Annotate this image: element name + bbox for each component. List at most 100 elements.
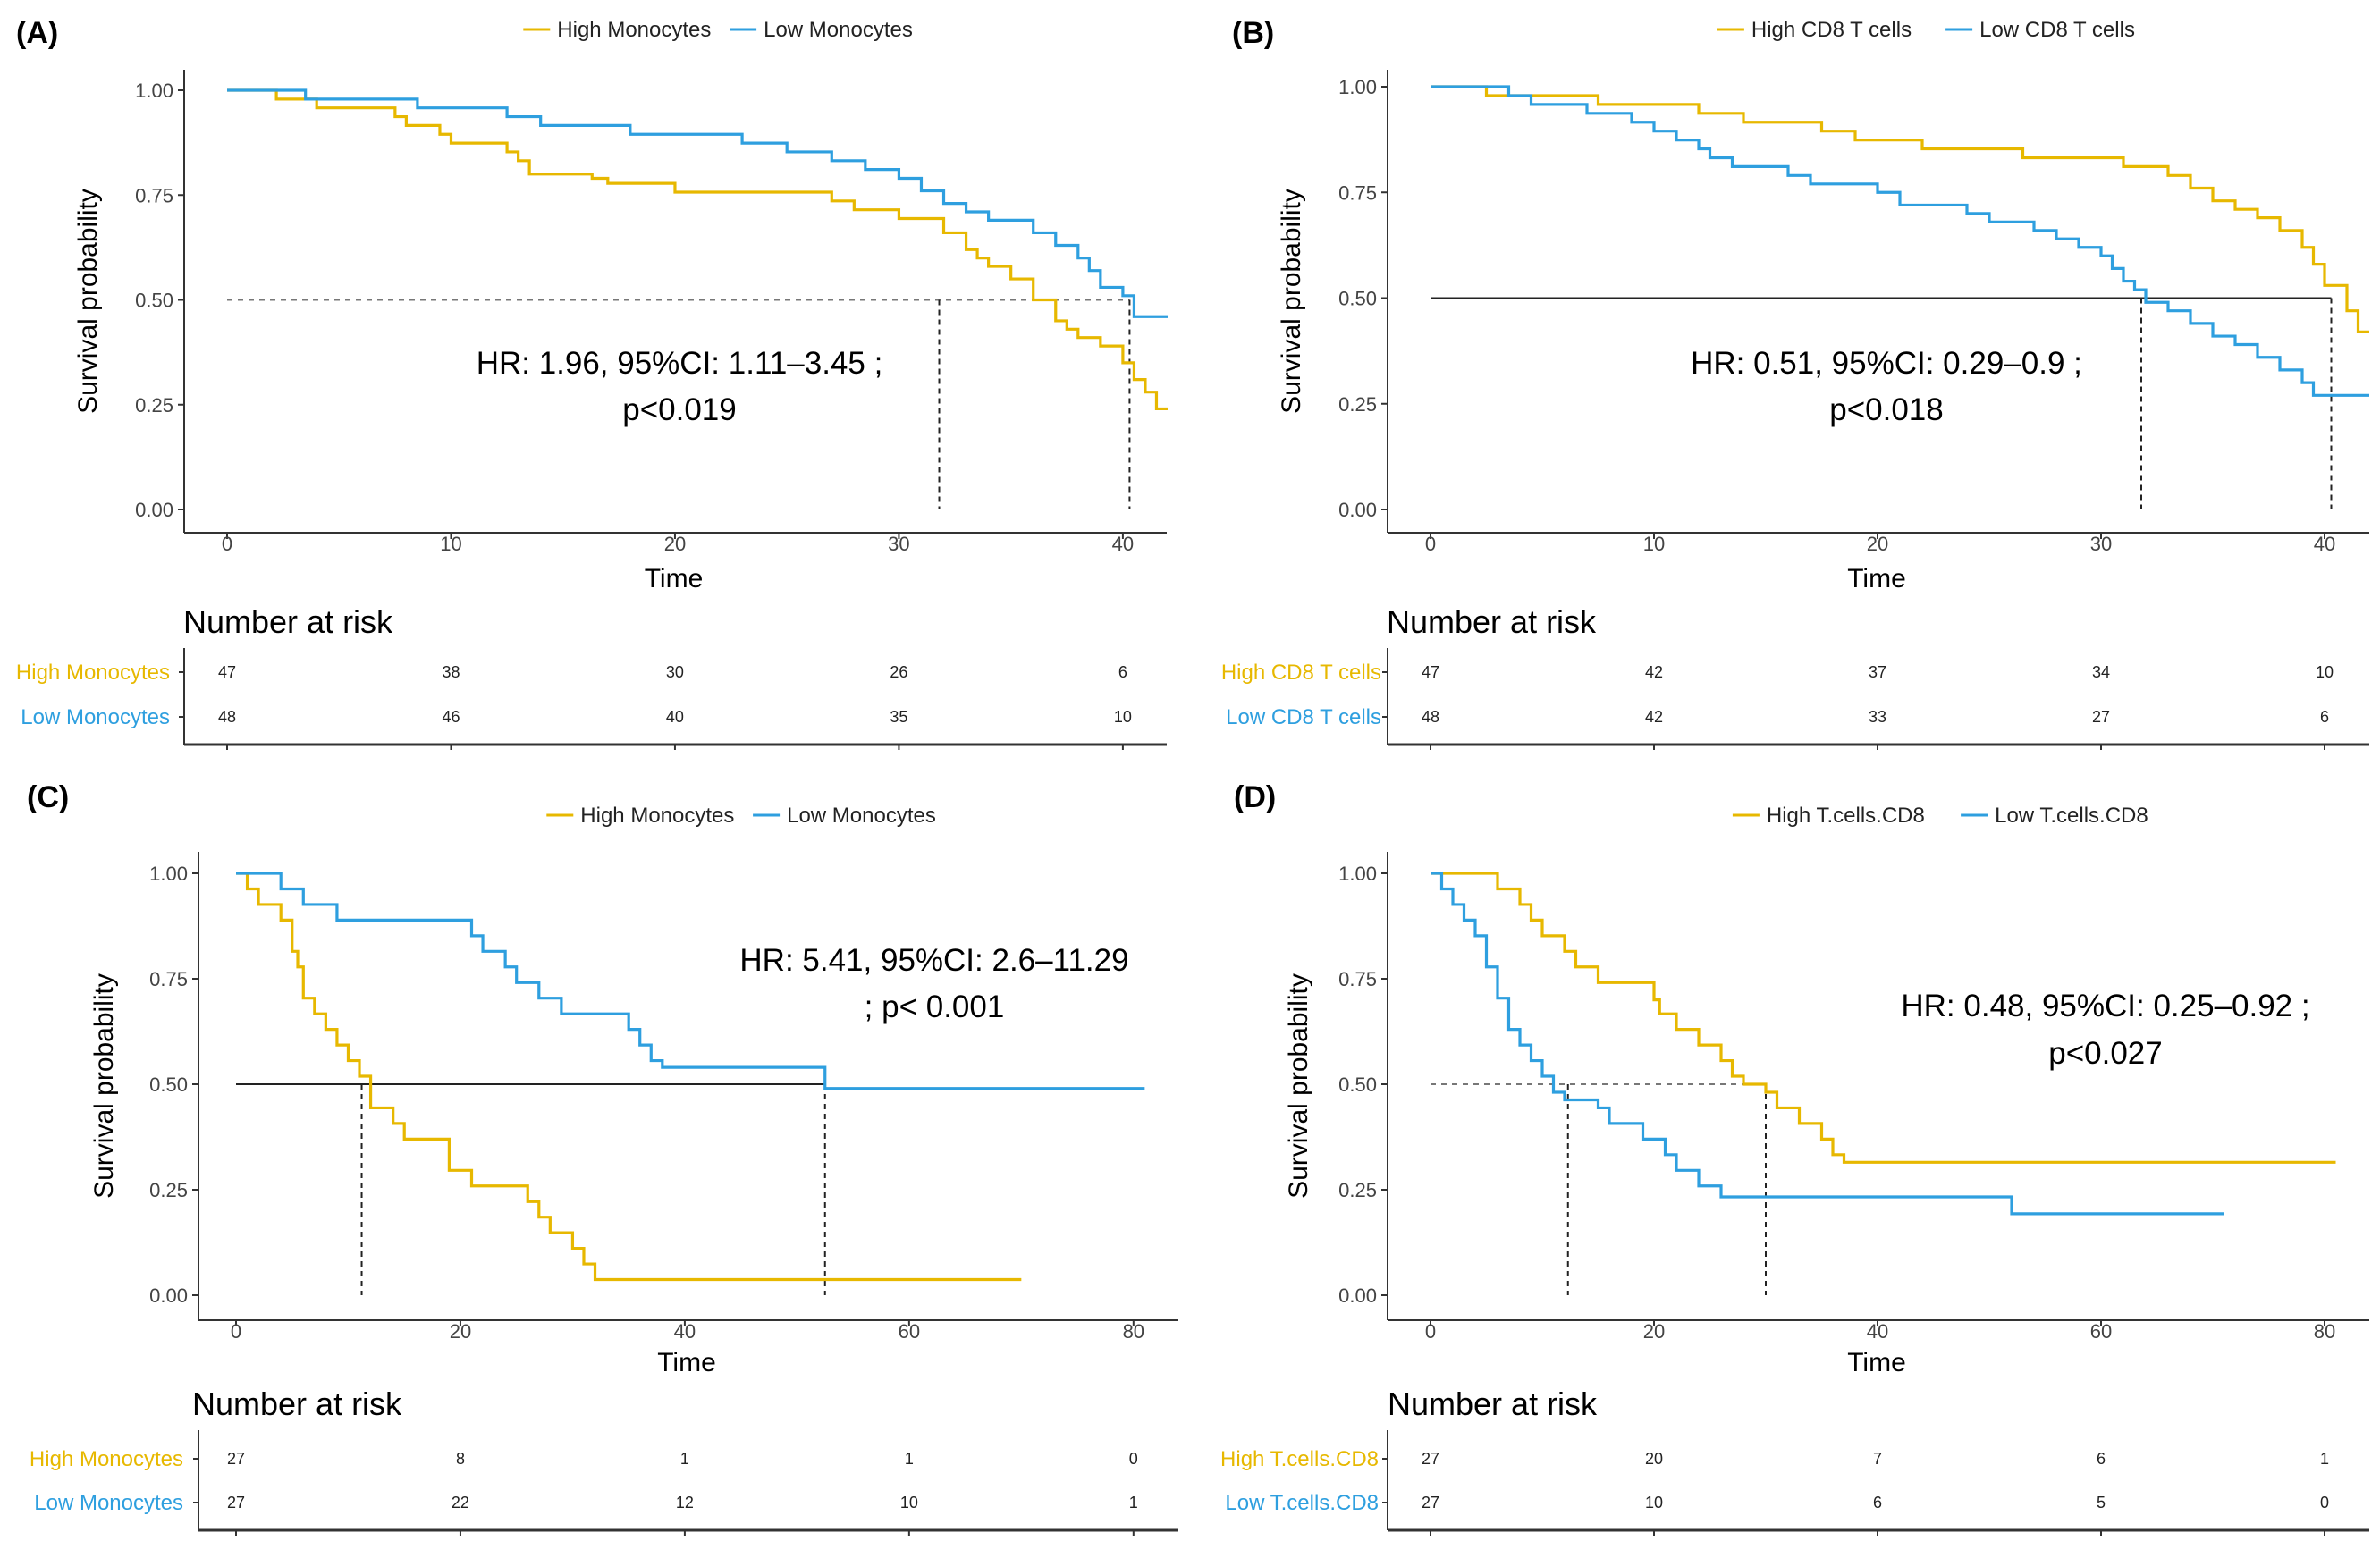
risk-value: 6: [1873, 1494, 1882, 1512]
legend: High Monocytes Low Monocytes: [546, 804, 936, 828]
y-tick-label: 0.00: [1338, 499, 1377, 521]
y-tick-label: 0.25: [1338, 393, 1377, 416]
risk-value: 5: [2097, 1494, 2106, 1512]
km-curve-high: [227, 88, 1168, 411]
legend: High Monocytes Low Monocytes: [523, 18, 913, 42]
legend-label-low: Low Monocytes: [787, 804, 936, 828]
legend: High T.cells.CD8 Low T.cells.CD8: [1732, 804, 2148, 828]
legend-label-high: High Monocytes: [580, 804, 734, 828]
risk-value: 37: [1869, 663, 1886, 681]
y-tick-label: 0.75: [1338, 181, 1377, 204]
y-tick-label: 0.75: [149, 968, 188, 990]
y-tick-label: 1.00: [1338, 863, 1377, 885]
y-tick-label: 0.00: [135, 499, 173, 521]
risk-value: 27: [1422, 1450, 1439, 1468]
risk-table-title: Number at risk: [1388, 1385, 1598, 1422]
km-curve-low: [227, 88, 1168, 318]
hr-text-line1: HR: 0.51, 95%CI: 0.29–0.9 ;: [1691, 346, 2082, 381]
legend-label-high: High CD8 T cells: [1751, 18, 1912, 42]
km-panel-3: (C) High Monocytes Low Monocytes 0.00 0.25 0.…: [27, 780, 1178, 1536]
x-tick-label: 40: [674, 1320, 696, 1343]
risk-value: 30: [666, 663, 684, 681]
km-curve-high: [236, 872, 1022, 1282]
x-tick-label: 40: [1867, 1320, 1888, 1343]
risk-value: 35: [890, 708, 907, 726]
risk-value: 1: [905, 1450, 914, 1468]
panel-label: (B): [1232, 16, 1274, 50]
panel-label: (A): [16, 16, 58, 50]
y-tick-label: 0.50: [1338, 1074, 1377, 1096]
y-tick-label: 0.50: [135, 290, 173, 312]
y-tick-label: 0.25: [1338, 1179, 1377, 1201]
risk-value: 27: [227, 1450, 245, 1468]
x-axis-title: Time: [1847, 1348, 1906, 1377]
x-tick-label: 20: [1867, 533, 1888, 555]
y-tick-label: 1.00: [1338, 76, 1377, 98]
x-tick-label: 0: [231, 1320, 241, 1343]
y-tick-label: 0.75: [135, 184, 173, 206]
y-axis-title: Survival probability: [1284, 973, 1313, 1199]
x-tick-label: 30: [888, 533, 909, 555]
legend-label-high: High Monocytes: [557, 18, 711, 42]
risk-value: 8: [456, 1450, 465, 1468]
km-panel-2: (B) High CD8 T cells Low CD8 T cells 0.00 0.…: [1221, 16, 2369, 750]
x-tick-label: 40: [1112, 533, 1134, 555]
risk-row-label-low: Low Monocytes: [21, 705, 170, 729]
km-curve-high: [1431, 872, 2336, 1164]
risk-value: 10: [1114, 708, 1132, 726]
hr-text-line2: p<0.019: [622, 392, 737, 427]
risk-value: 1: [2320, 1450, 2329, 1468]
risk-value: 48: [218, 708, 236, 726]
risk-value: 12: [676, 1494, 694, 1512]
risk-value: 33: [1869, 708, 1886, 726]
risk-table: Number at risk High Monocytes 47 38 30 26 6 Low…: [16, 603, 1167, 750]
risk-table-title: Number at risk: [183, 603, 393, 640]
x-axis-title: Time: [657, 1348, 716, 1377]
y-tick-label: 0.00: [149, 1284, 188, 1307]
y-tick-label: 1.00: [149, 863, 188, 885]
risk-value: 27: [2092, 708, 2110, 726]
risk-table-title: Number at risk: [1387, 603, 1597, 640]
risk-value: 6: [1118, 663, 1127, 681]
hr-text-line1: HR: 0.48, 95%CI: 0.25–0.92 ;: [1901, 989, 2309, 1023]
risk-row-label-high: High Monocytes: [16, 661, 170, 685]
risk-value: 10: [900, 1494, 918, 1512]
y-tick-label: 1.00: [135, 80, 173, 102]
y-tick-label: 0.75: [1338, 968, 1377, 990]
hr-text-line2: p<0.027: [2048, 1036, 2163, 1071]
risk-value: 42: [1645, 663, 1663, 681]
risk-value: 1: [1129, 1494, 1138, 1512]
x-tick-label: 60: [2090, 1320, 2112, 1343]
risk-row-label-low: Low CD8 T cells: [1226, 705, 1381, 729]
km-curve-low: [1431, 872, 2224, 1216]
panel-label: (C): [27, 780, 69, 814]
risk-value: 20: [1645, 1450, 1663, 1468]
y-tick-label: 0.25: [135, 394, 173, 417]
panel-label: (D): [1234, 780, 1276, 814]
risk-value: 48: [1422, 708, 1439, 726]
y-tick-label: 0.25: [149, 1179, 188, 1201]
x-tick-label: 0: [222, 533, 232, 555]
risk-table-title: Number at risk: [192, 1385, 402, 1422]
y-axis-title: Survival probability: [1277, 189, 1306, 414]
risk-value: 38: [442, 663, 460, 681]
legend: High CD8 T cells Low CD8 T cells: [1717, 18, 2135, 42]
risk-value: 10: [1645, 1494, 1663, 1512]
risk-value: 0: [2320, 1494, 2329, 1512]
y-tick-label: 0.00: [1338, 1284, 1377, 1307]
y-axis-title: Survival probability: [89, 973, 119, 1199]
risk-value: 10: [2316, 663, 2334, 681]
legend-label-low: Low Monocytes: [764, 18, 913, 42]
risk-value: 7: [1873, 1450, 1882, 1468]
risk-value: 26: [890, 663, 907, 681]
hr-text-line1: HR: 1.96, 95%CI: 1.11–3.45 ;: [477, 346, 883, 381]
x-tick-label: 40: [2314, 533, 2335, 555]
risk-value: 47: [1422, 663, 1439, 681]
km-curve-high: [1431, 85, 2369, 333]
x-tick-label: 0: [1425, 533, 1436, 555]
y-tick-label: 0.50: [1338, 288, 1377, 310]
risk-value: 40: [666, 708, 684, 726]
x-tick-label: 20: [664, 533, 686, 555]
legend-label-high: High T.cells.CD8: [1767, 804, 1925, 828]
risk-value: 42: [1645, 708, 1663, 726]
